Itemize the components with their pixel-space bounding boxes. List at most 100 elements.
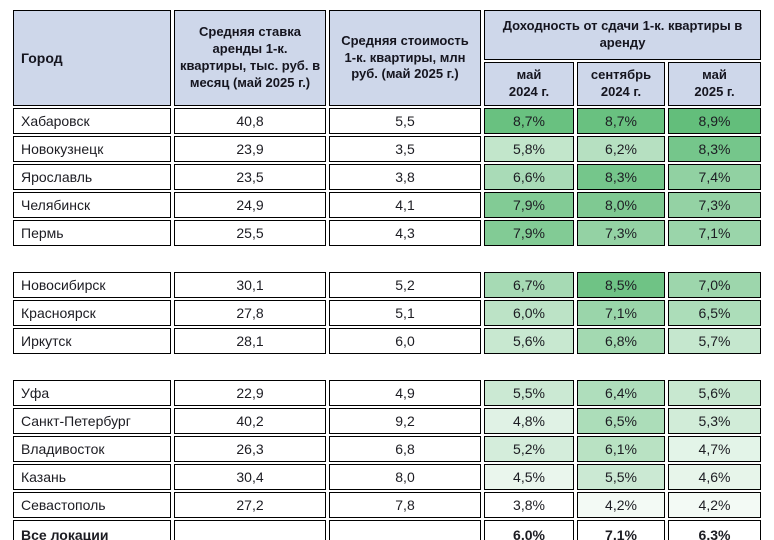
table-row: Хабаровск 40,8 5,5 8,7% 8,7% 8,9% <box>13 108 762 134</box>
rent-rate-cell <box>174 520 326 540</box>
yield-cell-period-0: 6,7% <box>484 272 574 298</box>
yield-cell-period-0: 3,8% <box>484 492 574 518</box>
rent-rate-cell: 30,1 <box>174 272 326 298</box>
yield-cell-period-1: 8,0% <box>577 192 665 218</box>
table-row: Красноярск 27,8 5,1 6,0% 7,1% 6,5% <box>13 300 762 326</box>
avg-price-cell: 9,2 <box>329 408 481 434</box>
rent-rate-cell: 26,3 <box>174 436 326 462</box>
col-header-city: Город <box>13 10 171 106</box>
yield-cell-period-2: 5,3% <box>668 408 762 434</box>
avg-price-cell <box>329 520 481 540</box>
table-row: Владивосток 26,3 6,8 5,2% 6,1% 4,7% <box>13 436 762 462</box>
avg-price-cell: 7,8 <box>329 492 481 518</box>
col-header-period-1: сентябрь 2024 г. <box>577 62 665 106</box>
yield-cell-period-0: 6,6% <box>484 164 574 190</box>
yield-cell-period-0: 5,2% <box>484 436 574 462</box>
avg-price-cell: 4,9 <box>329 380 481 406</box>
table-row: Санкт-Петербург 40,2 9,2 4,8% 6,5% 5,3% <box>13 408 762 434</box>
yield-cell-period-1: 6,8% <box>577 328 665 354</box>
city-cell: Ярославль <box>13 164 171 190</box>
avg-price-cell: 4,1 <box>329 192 481 218</box>
city-cell: Пермь <box>13 220 171 246</box>
col-header-period-2: май 2025 г. <box>668 62 762 106</box>
yield-cell-period-1: 8,5% <box>577 272 665 298</box>
yield-cell-period-2: 6,3% <box>668 520 762 540</box>
city-cell: Хабаровск <box>13 108 171 134</box>
group-spacer <box>13 248 761 270</box>
yield-cell-period-2: 4,6% <box>668 464 762 490</box>
yield-cell-period-0: 5,6% <box>484 328 574 354</box>
yield-cell-period-0: 7,9% <box>484 192 574 218</box>
yield-cell-period-1: 6,1% <box>577 436 665 462</box>
table-row: Уфа 22,9 4,9 5,5% 6,4% 5,6% <box>13 380 762 406</box>
yield-cell-period-0: 8,7% <box>484 108 574 134</box>
avg-price-cell: 6,8 <box>329 436 481 462</box>
avg-price-cell: 5,5 <box>329 108 481 134</box>
col-header-yield-group: Доходность от сдачи 1-к. квартиры в арен… <box>484 10 762 60</box>
city-cell: Севастополь <box>13 492 171 518</box>
rent-rate-cell: 40,2 <box>174 408 326 434</box>
yield-cell-period-1: 6,4% <box>577 380 665 406</box>
yield-cell-period-0: 5,5% <box>484 380 574 406</box>
avg-price-cell: 3,5 <box>329 136 481 162</box>
col-header-period-0: май 2024 г. <box>484 62 574 106</box>
yield-cell-period-2: 7,4% <box>668 164 762 190</box>
yield-cell-period-1: 6,2% <box>577 136 665 162</box>
group-spacer-cell <box>13 248 761 270</box>
table-row: Пермь 25,5 4,3 7,9% 7,3% 7,1% <box>13 220 762 246</box>
rent-rate-cell: 27,2 <box>174 492 326 518</box>
city-cell: Новокузнецк <box>13 136 171 162</box>
avg-price-cell: 3,8 <box>329 164 481 190</box>
table-body: Хабаровск 40,8 5,5 8,7% 8,7% 8,9% Новокузнецк 2… <box>13 108 762 540</box>
yield-cell-period-1: 7,3% <box>577 220 665 246</box>
avg-price-cell: 5,1 <box>329 300 481 326</box>
table-row: Иркутск 28,1 6,0 5,6% 6,8% 5,7% <box>13 328 762 354</box>
yield-cell-period-2: 4,2% <box>668 492 762 518</box>
avg-price-cell: 4,3 <box>329 220 481 246</box>
yield-cell-period-1: 7,1% <box>577 300 665 326</box>
city-cell: Уфа <box>13 380 171 406</box>
city-cell: Владивосток <box>13 436 171 462</box>
table-row: Севастополь 27,2 7,8 3,8% 4,2% 4,2% <box>13 492 762 518</box>
yield-cell-period-2: 5,6% <box>668 380 762 406</box>
table-row: Новокузнецк 23,9 3,5 5,8% 6,2% 8,3% <box>13 136 762 162</box>
rent-rate-cell: 30,4 <box>174 464 326 490</box>
table-row: Челябинск 24,9 4,1 7,9% 8,0% 7,3% <box>13 192 762 218</box>
yield-cell-period-2: 7,1% <box>668 220 762 246</box>
city-cell: Челябинск <box>13 192 171 218</box>
rent-rate-cell: 24,9 <box>174 192 326 218</box>
avg-price-cell: 5,2 <box>329 272 481 298</box>
yield-cell-period-2: 7,3% <box>668 192 762 218</box>
avg-price-cell: 8,0 <box>329 464 481 490</box>
yield-cell-period-1: 8,3% <box>577 164 665 190</box>
rent-rate-cell: 23,9 <box>174 136 326 162</box>
rental-yield-table: Город Средняя ставка аренды 1-к. квартир… <box>10 8 764 540</box>
yield-cell-period-2: 6,5% <box>668 300 762 326</box>
city-cell: Санкт-Петербург <box>13 408 171 434</box>
yield-cell-period-0: 4,5% <box>484 464 574 490</box>
city-cell: Все локации <box>13 520 171 540</box>
col-header-rent-rate: Средняя ставка аренды 1-к. квартиры, тыс… <box>174 10 326 106</box>
rent-rate-cell: 27,8 <box>174 300 326 326</box>
table-header: Город Средняя ставка аренды 1-к. квартир… <box>13 10 762 106</box>
col-header-avg-price: Средняя стоимость 1-к. квартиры, млн руб… <box>329 10 481 106</box>
yield-cell-period-0: 6,0% <box>484 520 574 540</box>
table-row: Новосибирск 30,1 5,2 6,7% 8,5% 7,0% <box>13 272 762 298</box>
yield-cell-period-2: 4,7% <box>668 436 762 462</box>
city-cell: Новосибирск <box>13 272 171 298</box>
yield-cell-period-1: 6,5% <box>577 408 665 434</box>
yield-cell-period-1: 7,1% <box>577 520 665 540</box>
rent-rate-cell: 23,5 <box>174 164 326 190</box>
city-cell: Красноярск <box>13 300 171 326</box>
yield-cell-period-1: 5,5% <box>577 464 665 490</box>
rent-rate-cell: 40,8 <box>174 108 326 134</box>
table-row: Казань 30,4 8,0 4,5% 5,5% 4,6% <box>13 464 762 490</box>
total-row: Все локации 6,0% 7,1% 6,3% <box>13 520 762 540</box>
yield-cell-period-2: 5,7% <box>668 328 762 354</box>
yield-cell-period-2: 8,3% <box>668 136 762 162</box>
group-spacer-cell <box>13 356 761 378</box>
table-row: Ярославль 23,5 3,8 6,6% 8,3% 7,4% <box>13 164 762 190</box>
group-spacer <box>13 356 761 378</box>
rent-rate-cell: 25,5 <box>174 220 326 246</box>
